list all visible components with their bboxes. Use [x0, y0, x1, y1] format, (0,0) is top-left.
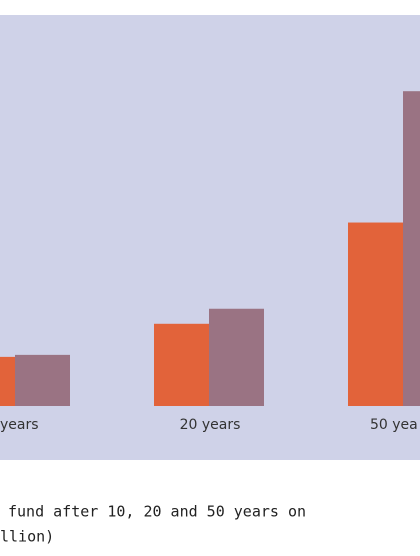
bar	[0, 356, 15, 406]
x-tick-label: years	[0, 417, 39, 433]
bar	[154, 323, 209, 406]
bar	[15, 354, 70, 406]
bar	[403, 91, 420, 406]
bar	[209, 308, 264, 406]
x-tick-label: 20 years	[180, 417, 241, 433]
caption-line: fund after 10, 20 and 50 years on	[8, 503, 306, 521]
caption-line: llion)	[0, 528, 54, 546]
bar	[348, 222, 403, 406]
x-tick-label: 50 yea	[370, 417, 418, 433]
